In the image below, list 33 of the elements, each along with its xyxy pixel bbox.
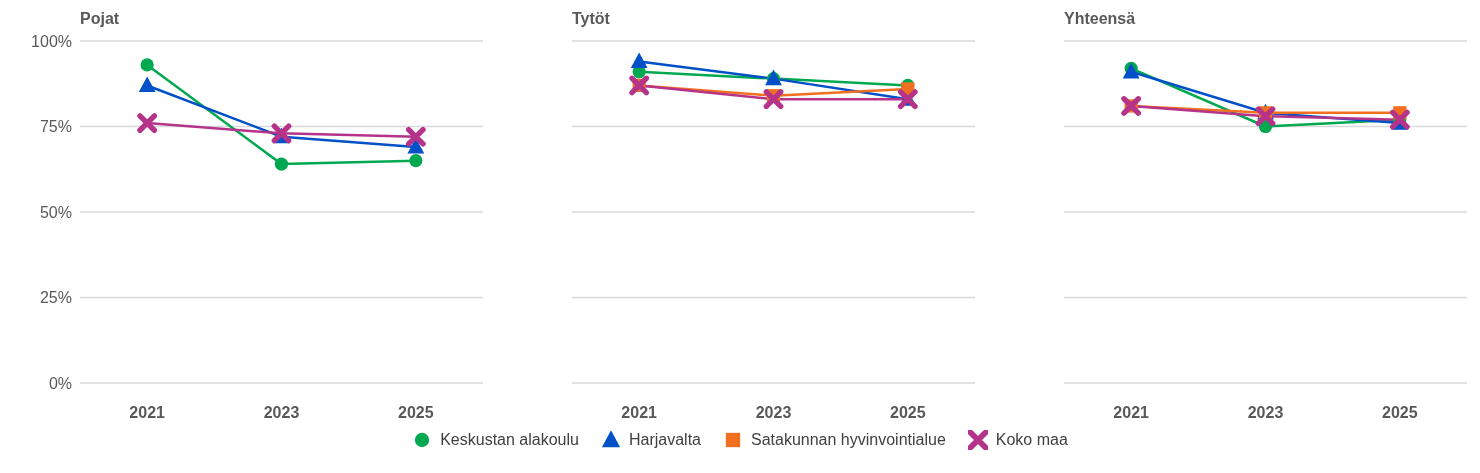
legend-label: Satakunnan hyvinvointialue <box>750 431 946 449</box>
x-tick-label: 2021 <box>129 404 166 422</box>
legend-label: Keskustan alakoulu <box>440 431 579 449</box>
x-tick-label: 2023 <box>755 404 792 422</box>
chart-title: Yhteensä <box>1064 10 1136 28</box>
y-tick-label: 50% <box>39 203 72 221</box>
point <box>274 157 289 171</box>
x-tick-label: 2025 <box>398 404 434 422</box>
x-tick-label: 2023 <box>1247 404 1284 422</box>
point <box>1122 62 1140 79</box>
x-tick-label: 2023 <box>263 404 300 422</box>
point <box>409 154 423 168</box>
point <box>138 76 156 93</box>
x-tick-label: 2021 <box>1113 404 1150 422</box>
y-tick-label: 100% <box>31 32 72 50</box>
point <box>1255 106 1276 127</box>
point <box>405 126 426 147</box>
x-tick-label: 2021 <box>621 404 658 422</box>
point <box>140 58 154 72</box>
x-tick-label: 2025 <box>890 404 926 422</box>
point <box>1389 109 1410 130</box>
chart-title: Tytöt <box>572 10 610 28</box>
y-tick-label: 0% <box>48 374 72 392</box>
y-tick-label: 75% <box>39 118 72 136</box>
point <box>763 89 784 110</box>
point <box>407 138 425 154</box>
legend-label: Koko maa <box>995 431 1068 449</box>
x-tick-label: 2025 <box>1382 404 1418 422</box>
chart-title: Pojat <box>80 10 120 28</box>
y-tick-label: 25% <box>39 289 72 307</box>
point <box>137 113 158 133</box>
legend-label: Harjavalta <box>628 431 701 449</box>
point <box>630 52 648 69</box>
